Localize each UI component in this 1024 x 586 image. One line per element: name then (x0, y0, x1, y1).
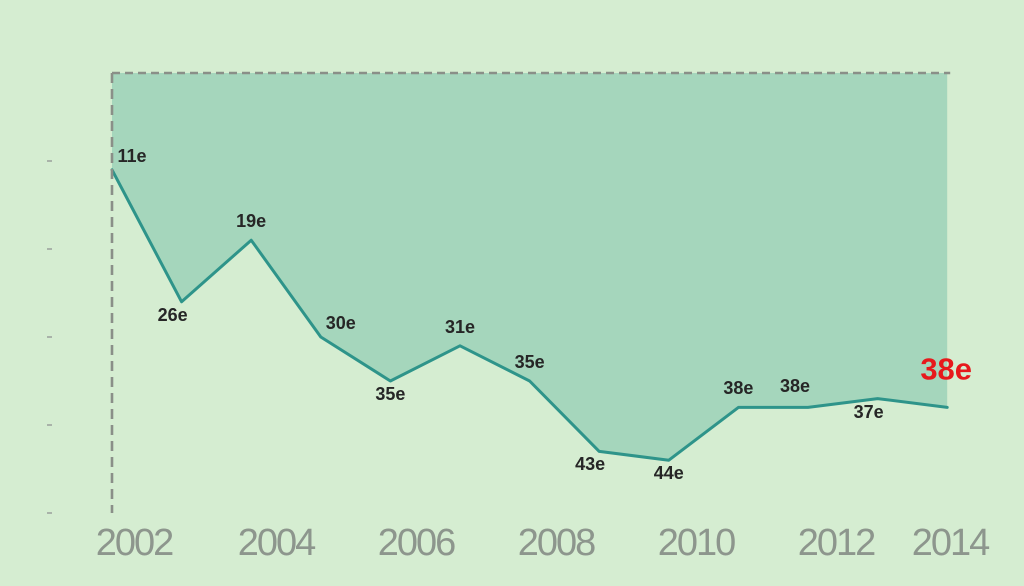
point-label: 35e (375, 384, 406, 404)
point-label: 38e (723, 378, 754, 399)
series-line (110, 168, 949, 462)
point-label: 37e (853, 401, 884, 422)
y-axis-tick (47, 424, 52, 426)
x-axis-label: 2002 (95, 522, 175, 564)
y-axis-tick (47, 248, 52, 250)
point-label: 26e (157, 304, 188, 325)
point-label: 11e (117, 145, 147, 166)
point-label: 38e (779, 376, 811, 397)
point-label: 31e (444, 316, 476, 337)
y-axis-tick (47, 160, 52, 162)
y-axis-tick (47, 512, 52, 514)
point-label: 43e (575, 454, 606, 475)
x-axis-label: 2010 (657, 522, 737, 564)
x-axis-label: 2004 (237, 522, 317, 564)
series-area (112, 73, 948, 461)
x-axis-label: 2006 (377, 522, 457, 564)
x-axis-label: 2014 (911, 522, 991, 564)
point-label: 44e (653, 463, 684, 484)
y-axis-tick (47, 336, 52, 338)
point-label: 19e (236, 211, 267, 232)
point-label-highlight: 38e (920, 351, 973, 387)
x-axis-label: 2008 (517, 522, 597, 564)
point-label: 30e (325, 313, 356, 333)
point-label: 35e (514, 352, 545, 372)
x-axis-label: 2012 (797, 522, 877, 564)
